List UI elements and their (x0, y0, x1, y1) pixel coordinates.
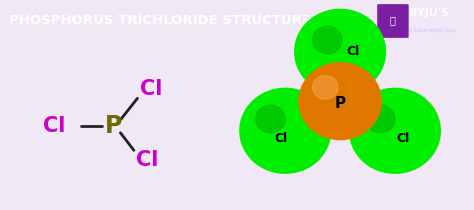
Circle shape (255, 105, 285, 133)
Text: Cl: Cl (397, 132, 410, 145)
Text: ⓑ: ⓑ (390, 15, 396, 25)
Circle shape (313, 76, 338, 99)
Text: Cl: Cl (140, 79, 163, 99)
Circle shape (313, 26, 342, 54)
Circle shape (299, 63, 381, 140)
Text: Cl: Cl (274, 132, 288, 145)
Circle shape (350, 88, 440, 173)
Text: Cl: Cl (346, 45, 359, 58)
Text: Cl: Cl (136, 150, 158, 170)
Circle shape (240, 88, 330, 173)
Circle shape (365, 105, 395, 133)
FancyBboxPatch shape (377, 4, 409, 38)
Text: PHOSPHORUS TRICHLORIDE STRUCTURE: PHOSPHORUS TRICHLORIDE STRUCTURE (9, 14, 311, 28)
Text: Cl: Cl (43, 116, 66, 136)
Text: The Learning App: The Learning App (401, 28, 456, 33)
Circle shape (295, 9, 385, 94)
Text: P: P (335, 96, 346, 111)
Text: P: P (105, 114, 122, 138)
Text: BYJU'S: BYJU'S (409, 8, 449, 18)
